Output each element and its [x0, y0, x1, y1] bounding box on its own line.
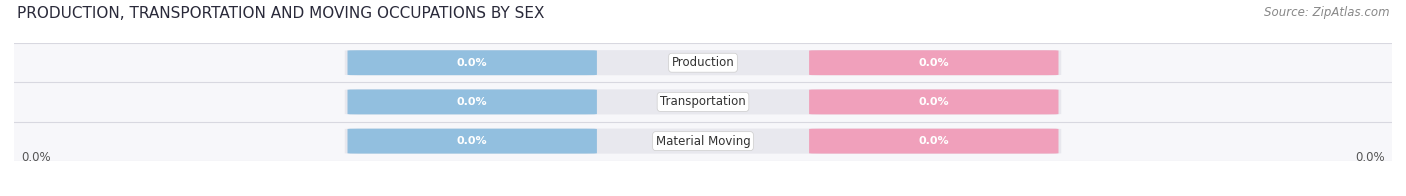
FancyBboxPatch shape — [344, 89, 1062, 114]
FancyBboxPatch shape — [347, 50, 598, 75]
Text: Material Moving: Material Moving — [655, 135, 751, 148]
Text: 0.0%: 0.0% — [21, 151, 51, 164]
Text: PRODUCTION, TRANSPORTATION AND MOVING OCCUPATIONS BY SEX: PRODUCTION, TRANSPORTATION AND MOVING OC… — [17, 6, 544, 21]
Text: 0.0%: 0.0% — [457, 58, 488, 68]
Bar — [14, 82, 1392, 122]
FancyBboxPatch shape — [344, 129, 1062, 154]
FancyBboxPatch shape — [808, 89, 1059, 114]
Text: Source: ZipAtlas.com: Source: ZipAtlas.com — [1264, 6, 1389, 19]
Text: 0.0%: 0.0% — [918, 136, 949, 146]
Bar — [14, 122, 1392, 161]
FancyBboxPatch shape — [347, 129, 598, 154]
Legend: Male, Female: Male, Female — [643, 193, 763, 196]
FancyBboxPatch shape — [347, 89, 598, 114]
Text: 0.0%: 0.0% — [457, 97, 488, 107]
FancyBboxPatch shape — [344, 50, 1062, 75]
FancyBboxPatch shape — [808, 129, 1059, 154]
FancyBboxPatch shape — [808, 50, 1059, 75]
Text: Transportation: Transportation — [661, 95, 745, 108]
Text: Production: Production — [672, 56, 734, 69]
Text: 0.0%: 0.0% — [918, 97, 949, 107]
Text: 0.0%: 0.0% — [1355, 151, 1385, 164]
Text: 0.0%: 0.0% — [918, 58, 949, 68]
Text: 0.0%: 0.0% — [457, 136, 488, 146]
Bar — [14, 43, 1392, 82]
